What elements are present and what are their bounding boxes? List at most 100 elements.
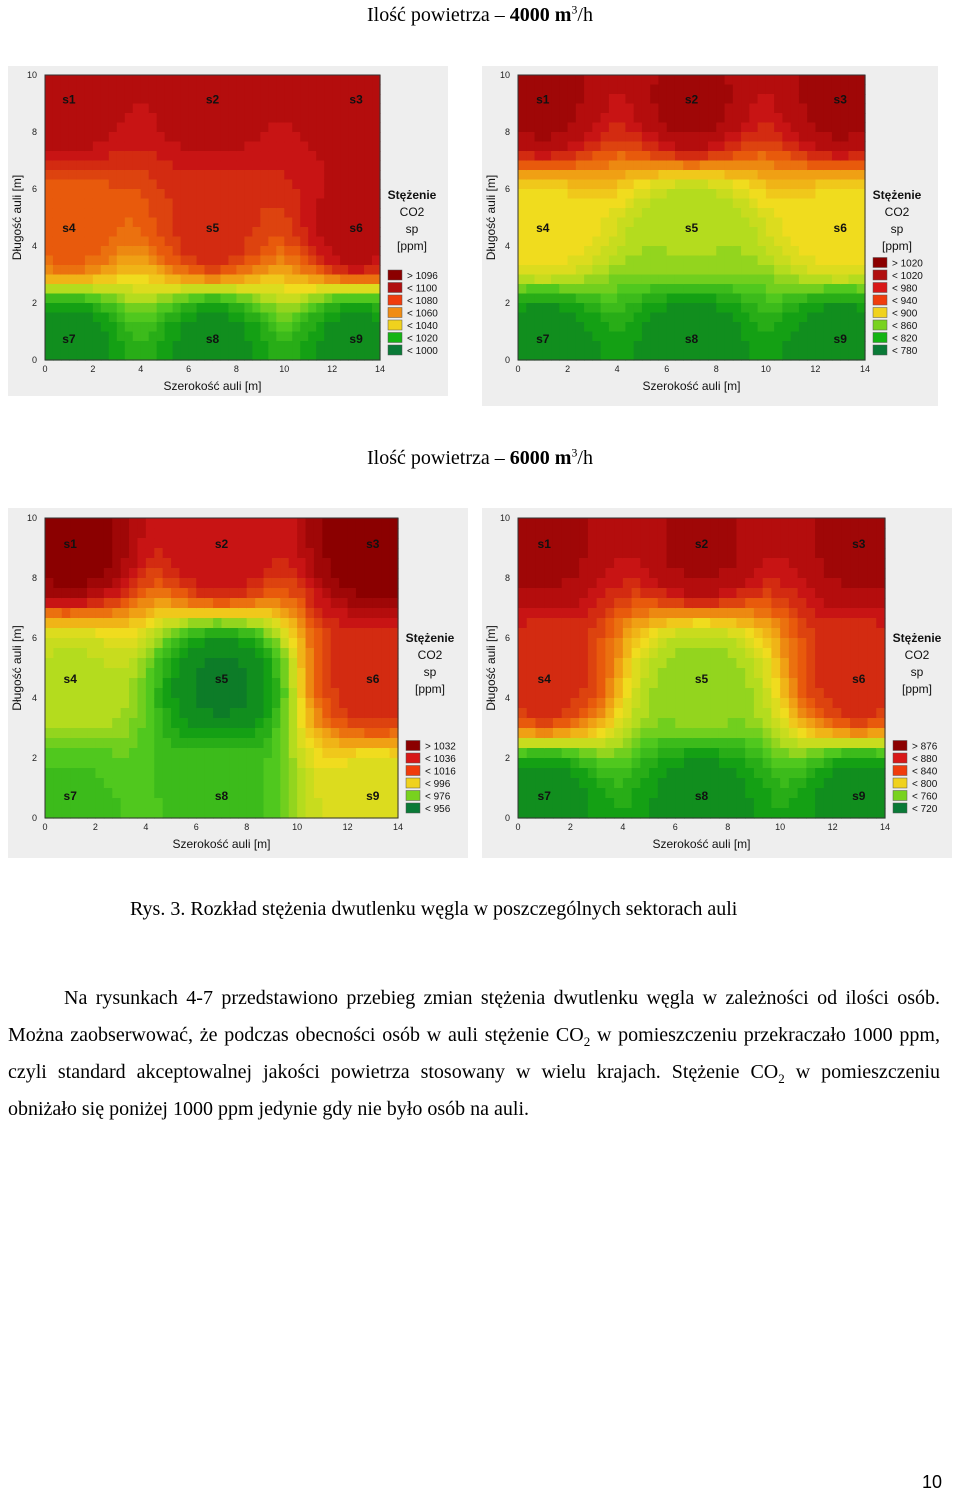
heatmap-cell — [774, 113, 783, 124]
heatmap-cell — [708, 84, 717, 95]
heatmap-cell — [745, 798, 755, 809]
heatmap-cell — [164, 217, 174, 228]
heatmap-cell — [753, 788, 764, 799]
heatmap-cell — [204, 312, 214, 323]
heatmap-cell — [381, 688, 391, 699]
heatmap-cell — [129, 568, 139, 579]
heatmap-cell — [116, 170, 126, 181]
heatmap-cell — [657, 718, 668, 729]
heatmap-cell — [699, 284, 709, 295]
heatmap-cell — [204, 708, 214, 719]
heatmap-cell — [255, 728, 265, 739]
heatmap-cell — [641, 303, 651, 314]
heatmap-cell — [45, 170, 54, 181]
heatmap-cell — [692, 778, 703, 789]
heatmap-cell — [124, 160, 134, 171]
heatmap-cell — [348, 274, 357, 285]
heatmap-cell — [551, 84, 560, 95]
heatmap-cell — [276, 160, 285, 171]
heatmap-cell — [840, 113, 850, 124]
heatmap-cell — [196, 748, 206, 759]
heatmap-cell — [364, 151, 373, 162]
heatmap-cell — [718, 648, 729, 659]
heatmap-cell — [592, 122, 602, 133]
heatmap-cell — [840, 179, 850, 190]
heatmap-cell — [592, 341, 602, 352]
heatmap-cell — [162, 558, 172, 569]
heatmap-cell — [137, 788, 147, 799]
y-tick-label: 0 — [32, 813, 37, 823]
heatmap-cell — [288, 518, 298, 529]
heatmap-cell — [856, 198, 866, 209]
legend-swatch — [387, 294, 403, 306]
heatmap-cell — [633, 322, 643, 333]
heatmap-cell — [666, 518, 676, 529]
heatmap-cell — [650, 208, 660, 219]
heatmap-cell — [790, 198, 800, 209]
heatmap-cell — [559, 274, 569, 285]
heatmap-cell — [753, 548, 764, 559]
heatmap-cell — [542, 198, 552, 209]
heatmap-cell — [356, 246, 365, 257]
heatmap-cell — [196, 628, 206, 639]
heatmap-cell — [797, 678, 807, 689]
heatmap-cell — [148, 132, 158, 143]
heatmap-cell — [584, 331, 593, 342]
heatmap-cell — [78, 678, 88, 689]
heatmap-cell — [633, 208, 643, 219]
legend-title-line: CO2 — [885, 205, 910, 219]
heatmap-cell — [596, 538, 606, 549]
heatmap-cell — [162, 588, 172, 599]
heatmap-cell — [162, 528, 172, 539]
heatmap-cell — [156, 198, 166, 209]
heatmap-cell — [788, 738, 799, 749]
heatmap-cell — [188, 227, 198, 238]
heatmap-cell — [61, 788, 71, 799]
heatmap-cell — [87, 548, 97, 559]
heatmap-cell — [575, 189, 585, 200]
heatmap-cell — [622, 678, 633, 689]
heatmap-cell — [724, 132, 734, 143]
heatmap-cell — [204, 808, 214, 819]
heatmap-cell — [255, 638, 265, 649]
heatmap-cell — [252, 227, 261, 238]
heatmap-cell — [797, 638, 807, 649]
heatmap-cell — [567, 246, 577, 257]
heatmap-cell — [518, 568, 528, 579]
heatmap-cell — [666, 246, 676, 257]
heatmap-cell — [788, 578, 799, 589]
heatmap-cell — [831, 303, 841, 314]
heatmap-cell — [757, 312, 767, 323]
heatmap-cell — [526, 718, 537, 729]
heatmap-cell — [625, 255, 635, 266]
heatmap-cell — [148, 303, 158, 314]
heatmap-cell — [526, 84, 536, 95]
heatmap-cell — [164, 208, 174, 219]
heatmap-cell — [108, 217, 118, 228]
heatmap-cell — [348, 160, 357, 171]
heatmap-cell — [297, 538, 307, 549]
heatmap-cell — [124, 132, 134, 143]
heatmap-cell — [108, 284, 118, 295]
heatmap-cell — [622, 628, 633, 639]
heatmap-cell — [848, 293, 858, 304]
heatmap-cell — [684, 658, 694, 669]
heatmap-cell — [657, 528, 668, 539]
heatmap-cell — [116, 227, 126, 238]
heatmap-cell — [544, 538, 554, 549]
heatmap-cell — [364, 798, 374, 809]
heatmap-cell — [551, 75, 560, 86]
heatmap-cell — [544, 808, 554, 819]
heatmap-cell — [156, 341, 166, 352]
heatmap-cell — [657, 518, 668, 529]
legend-swatch — [387, 307, 403, 318]
heatmap-cell — [807, 284, 817, 295]
heatmap-cell — [718, 668, 729, 679]
heatmap-cell — [551, 274, 560, 285]
heatmap-cell — [87, 588, 97, 599]
heatmap-cell — [641, 322, 651, 333]
heatmap-cell — [188, 103, 198, 114]
heatmap-cell — [297, 718, 307, 729]
heatmap-cell — [631, 668, 641, 679]
heatmap-cell — [103, 788, 113, 799]
